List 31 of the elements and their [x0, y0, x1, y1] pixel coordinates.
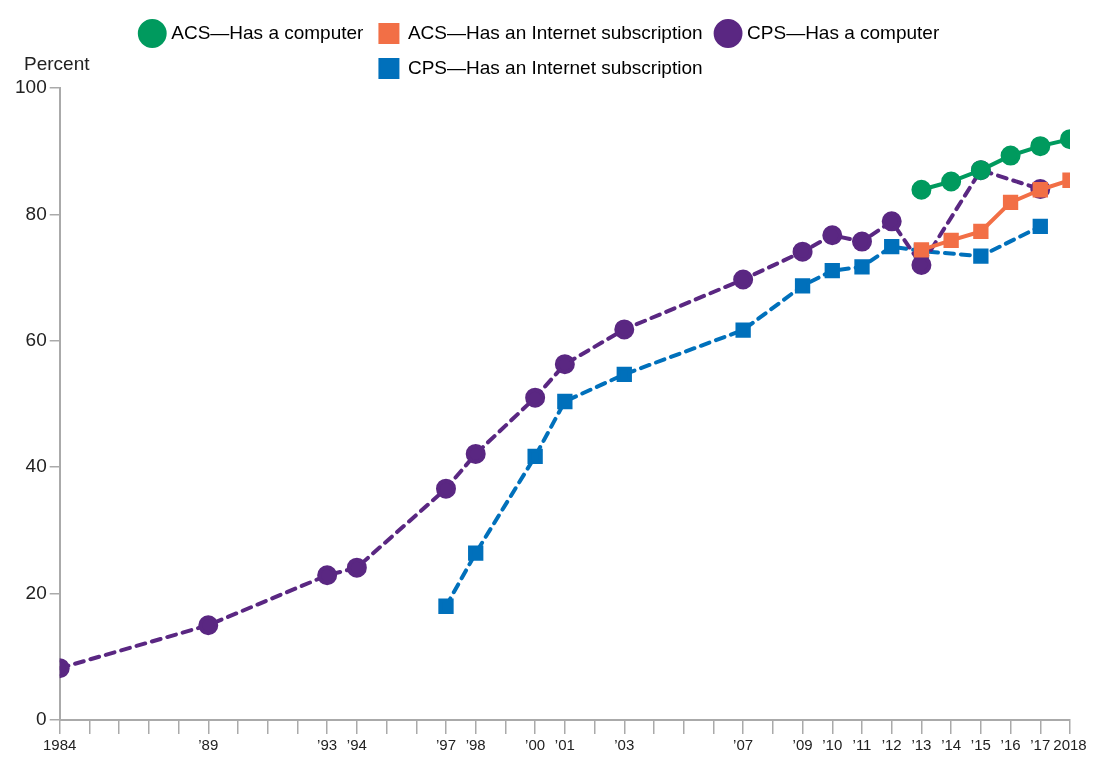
x-tick-label: ’13 — [911, 736, 932, 754]
x-tick-label: ’16 — [1000, 736, 1021, 754]
x-tick-label: 2018 — [1053, 736, 1087, 754]
y-tick-label: 100 — [15, 76, 47, 98]
y-tick-label: 80 — [25, 202, 47, 224]
x-tick-label: ’00 — [525, 736, 546, 754]
x-tick-label: ’94 — [346, 736, 367, 754]
legend-label: ACS—Has a computer — [171, 21, 365, 43]
legend-label: CPS—Has an Internet subscription — [407, 56, 703, 78]
x-tick-label: ’97 — [435, 736, 457, 754]
x-tick-label: ’93 — [317, 736, 338, 754]
y-axis-title: Percent — [24, 52, 91, 74]
y-tick-label: 60 — [25, 329, 47, 351]
x-tick-label: ’17 — [1030, 736, 1051, 754]
x-tick-label: 1984 — [43, 736, 77, 754]
x-tick-label: ’10 — [822, 736, 843, 754]
x-tick-label: ’12 — [881, 736, 902, 754]
x-tick-label: ’89 — [198, 736, 219, 754]
legend-label: CPS—Has a computer — [747, 21, 940, 43]
x-tick-label: ’07 — [733, 736, 754, 754]
x-tick-label: ’09 — [792, 736, 813, 754]
y-tick-label: 40 — [25, 455, 47, 477]
x-tick-label: ’03 — [614, 736, 635, 754]
x-tick-label: ’11 — [852, 736, 872, 754]
y-tick-label: 20 — [25, 581, 47, 603]
x-tick-label: ’01 — [554, 736, 575, 754]
x-tick-label: ’14 — [941, 736, 962, 754]
y-tick-label: 0 — [36, 708, 47, 730]
legend-label: ACS—Has an Internet subscription — [407, 21, 703, 43]
x-tick-label: ’98 — [465, 736, 486, 754]
x-tick-label: ’15 — [970, 736, 991, 754]
